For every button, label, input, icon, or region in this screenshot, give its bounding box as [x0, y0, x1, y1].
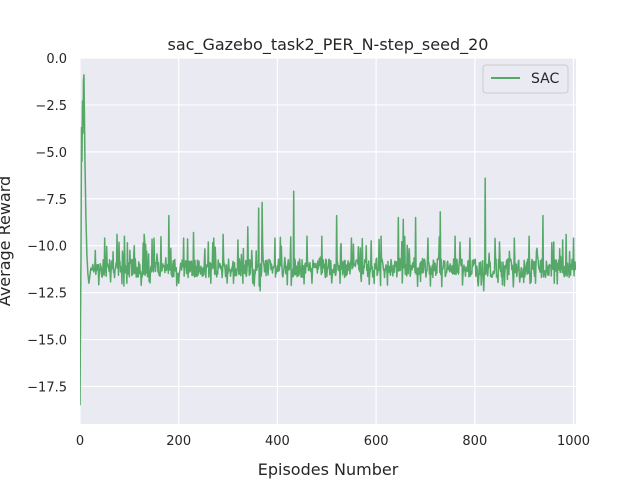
- x-tick-label: 800: [462, 434, 487, 449]
- y-tick-label: 0.0: [46, 52, 67, 67]
- plot-area: [80, 58, 576, 424]
- series-line-sac: [80, 74, 576, 406]
- series-layer: [80, 74, 576, 406]
- legend: SAC: [482, 64, 569, 94]
- legend-box: [482, 64, 569, 94]
- y-tick-label: −15.0: [27, 334, 67, 349]
- y-tick-label: −7.5: [35, 193, 67, 208]
- x-tick-label: 200: [166, 434, 191, 449]
- x-axis-label: Episodes Number: [258, 460, 399, 479]
- y-tick-label: −17.5: [27, 380, 67, 395]
- x-tick-label: 600: [364, 434, 389, 449]
- y-tick-label: −10.0: [27, 240, 67, 255]
- x-tick-label: 0: [76, 434, 84, 449]
- legend-label-sac: SAC: [531, 71, 559, 87]
- grid: [79, 57, 576, 424]
- chart-title: sac_Gazebo_task2_PER_N-step_seed_20: [168, 35, 489, 55]
- y-tick-label: −12.5: [27, 287, 67, 302]
- x-tick-label: 400: [265, 434, 290, 449]
- y-tick-label: −5.0: [35, 146, 67, 161]
- ticks: 0 200 400 600 800 1000 0.0 −2.5 −5.0 −7.5 −10.0 −12…: [27, 52, 590, 449]
- y-axis-label: Average Reward: [0, 176, 14, 306]
- x-tick-label: 1000: [557, 434, 590, 449]
- y-tick-label: −2.5: [35, 99, 67, 114]
